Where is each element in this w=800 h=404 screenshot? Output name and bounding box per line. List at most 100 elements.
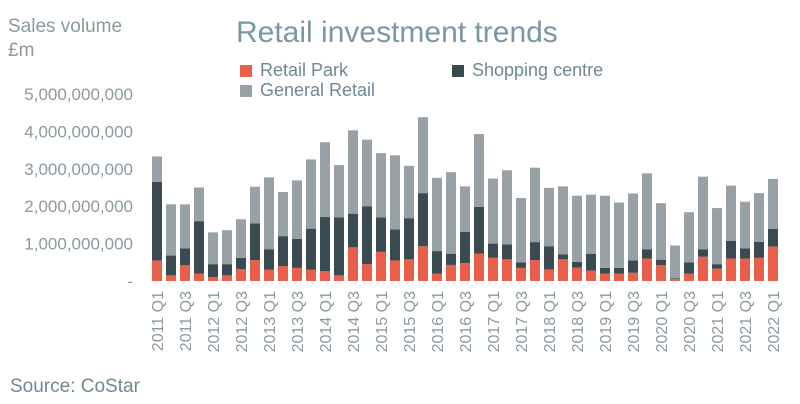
bar-shopping-centre — [320, 217, 330, 272]
bar-shopping-centre — [334, 217, 344, 276]
source-note: Source: CoStar — [10, 376, 140, 397]
bar-retail-park — [530, 260, 540, 281]
bar-general-retail — [348, 130, 358, 214]
bar-general-retail — [544, 187, 554, 247]
x-tick-label: 2011 Q3 — [178, 291, 195, 351]
bar-general-retail — [278, 191, 288, 237]
bar-shopping-centre — [404, 218, 414, 260]
bar-retail-park — [208, 277, 218, 281]
bar-retail-park — [754, 257, 764, 281]
legend-item-shopping-centre: Shopping centre — [452, 60, 603, 81]
x-tick-label: 2012 Q3 — [234, 291, 251, 352]
bar-general-retail — [488, 178, 498, 244]
bar-retail-park — [558, 259, 568, 281]
bar-shopping-centre — [572, 261, 582, 268]
x-tick-label: 2017 Q1 — [486, 291, 503, 352]
bar-shopping-centre — [418, 193, 428, 247]
x-tick-label: 2018 Q3 — [570, 291, 587, 352]
x-tick-label: 2014 Q1 — [318, 291, 335, 352]
x-tick-label: 2020 Q1 — [654, 291, 671, 352]
bar-general-retail — [684, 212, 694, 263]
bar-shopping-centre — [628, 260, 638, 273]
legend-item-retail-park: Retail Park — [240, 60, 348, 81]
bar-general-retail — [656, 203, 666, 260]
bar-shopping-centre — [264, 249, 274, 270]
bar-retail-park — [474, 253, 484, 281]
bar-general-retail — [712, 208, 722, 265]
bar-shopping-centre — [278, 236, 288, 267]
bar-shopping-centre — [222, 264, 232, 276]
bar-general-retail — [418, 117, 428, 194]
bar-general-retail — [334, 165, 344, 218]
bar-shopping-centre — [600, 267, 610, 274]
bar-retail-park — [614, 273, 624, 281]
bar-general-retail — [754, 193, 764, 242]
bar-retail-park — [250, 260, 260, 281]
y-tick-label: - — [127, 272, 133, 291]
bar-retail-park — [418, 246, 428, 281]
bar-retail-park — [306, 269, 316, 281]
bar-retail-park — [656, 265, 666, 281]
bar-shopping-centre — [306, 228, 316, 270]
legend-label-shopping-centre: Shopping centre — [472, 60, 604, 80]
bar-general-retail — [208, 232, 218, 265]
bar-shopping-centre — [684, 262, 694, 274]
x-tick-label: 2011 Q1 — [150, 291, 167, 351]
bar-shopping-centre — [712, 264, 722, 269]
bar-shopping-centre — [474, 206, 484, 254]
bar-general-retail — [376, 153, 386, 218]
bar-retail-park — [502, 259, 512, 281]
bar-general-retail — [768, 178, 778, 230]
bar-general-retail — [628, 193, 638, 261]
bar-shopping-centre — [530, 242, 540, 261]
bar-general-retail — [152, 156, 162, 182]
bar-shopping-centre — [516, 262, 526, 268]
bar-retail-park — [768, 246, 778, 281]
bar-general-retail — [250, 186, 260, 224]
bar-retail-park — [642, 258, 652, 281]
bar-retail-park — [334, 275, 344, 281]
bar-general-retail — [502, 170, 512, 245]
x-tick-label: 2015 Q1 — [374, 291, 391, 352]
bar-general-retail — [572, 195, 582, 262]
x-tick-label: 2014 Q3 — [346, 291, 363, 352]
bar-retail-park — [712, 268, 722, 281]
bar-shopping-centre — [768, 229, 778, 247]
bar-retail-park — [572, 267, 582, 281]
bar-general-retail — [166, 204, 176, 256]
x-tick-label: 2019 Q1 — [598, 291, 615, 352]
bar-retail-park — [670, 279, 680, 281]
bar-shopping-centre — [348, 213, 358, 248]
bar-general-retail — [530, 167, 540, 243]
bar-shopping-centre — [754, 241, 764, 258]
legend-swatch-shopping-centre — [452, 64, 464, 77]
bar-shopping-centre — [698, 249, 708, 257]
x-tick-label: 2021 Q1 — [710, 291, 727, 352]
bar-shopping-centre — [502, 244, 512, 260]
legend-swatch-retail-park — [240, 64, 252, 77]
bar-retail-park — [362, 264, 372, 281]
x-tick-label: 2022 Q1 — [766, 291, 783, 352]
bar-general-retail — [432, 177, 442, 252]
bar-shopping-centre — [614, 267, 624, 274]
bar-retail-park — [404, 259, 414, 281]
bar-retail-park — [320, 271, 330, 281]
bar-shopping-centre — [558, 254, 568, 260]
bar-general-retail — [460, 186, 470, 233]
bar-general-retail — [180, 204, 190, 249]
bar-retail-park — [236, 269, 246, 281]
bar-retail-park — [544, 269, 554, 281]
bar-retail-park — [194, 273, 204, 281]
bar-retail-park — [740, 258, 750, 281]
bar-general-retail — [558, 186, 568, 255]
bar-general-retail — [404, 165, 414, 219]
bar-general-retail — [194, 187, 204, 222]
x-tick-label: 2016 Q3 — [458, 291, 475, 352]
x-tick-label: 2012 Q1 — [206, 291, 223, 352]
bar-general-retail — [236, 219, 246, 258]
x-tick-label: 2016 Q1 — [430, 291, 447, 352]
bar-general-retail — [670, 245, 680, 279]
bar-shopping-centre — [180, 248, 190, 266]
bar-general-retail — [600, 195, 610, 268]
bar-general-retail — [586, 194, 596, 254]
